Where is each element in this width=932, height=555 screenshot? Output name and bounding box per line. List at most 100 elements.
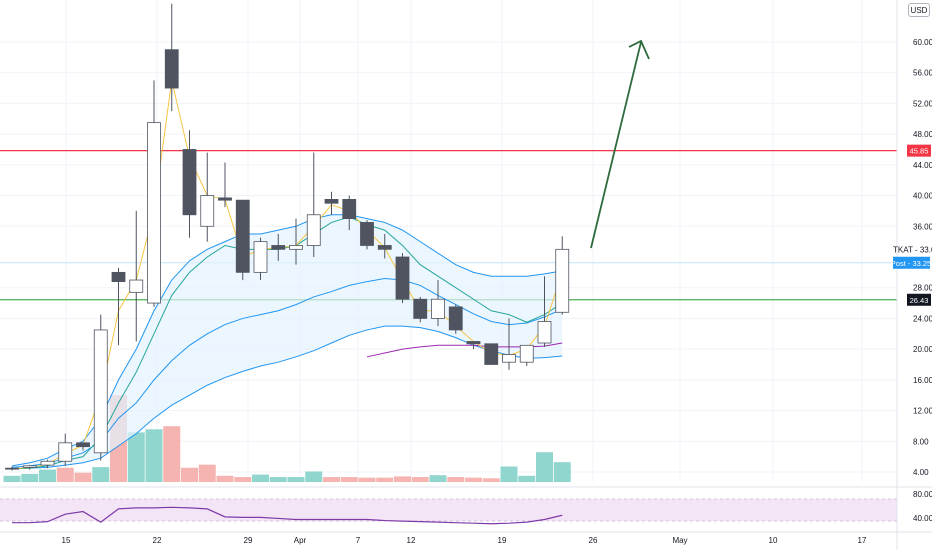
projection-arrow[interactable] bbox=[590, 39, 650, 249]
candle-body bbox=[5, 467, 19, 470]
rsi-pane bbox=[0, 486, 932, 525]
rsi-band bbox=[0, 499, 897, 521]
candle-body bbox=[22, 465, 37, 468]
resistance-badge bbox=[907, 144, 931, 157]
volume-bar bbox=[56, 467, 74, 482]
candle-body bbox=[431, 298, 445, 319]
time-tick-label: 26 bbox=[589, 536, 598, 545]
candle-body bbox=[502, 354, 516, 363]
candle-body bbox=[200, 195, 215, 227]
rsi-tick-label: 40.00 bbox=[913, 514, 932, 523]
arrowhead-icon bbox=[628, 39, 650, 60]
candle-body bbox=[484, 343, 499, 365]
volume-bar bbox=[358, 477, 376, 482]
volume-bar bbox=[3, 475, 21, 482]
volume-bars bbox=[3, 395, 571, 482]
time-tick-label: 10 bbox=[769, 536, 778, 545]
volume-bar bbox=[482, 478, 500, 482]
candle-body bbox=[76, 442, 90, 448]
post-badge bbox=[893, 256, 930, 269]
price-tick-label: 52.00 bbox=[913, 99, 932, 108]
price-tick-label: 16.00 bbox=[913, 376, 932, 385]
volume-bar bbox=[252, 474, 269, 482]
time-tick-label: 7 bbox=[356, 536, 361, 545]
volume-bar bbox=[216, 475, 234, 482]
price-tick-label: 60.00 bbox=[913, 38, 932, 47]
volume-bar bbox=[145, 429, 163, 482]
price-tick-label: 4.00 bbox=[913, 468, 929, 477]
price-tick-label: 24.00 bbox=[913, 314, 932, 323]
volume-bar bbox=[234, 477, 252, 482]
price-axis[interactable]: 60.00 56.00 52.00 48.00 44.00 40.00 36.00 28.00… bbox=[896, 0, 932, 550]
volume-bar bbox=[465, 477, 482, 482]
volume-bar bbox=[447, 477, 465, 482]
volume-bar bbox=[181, 467, 198, 482]
candle-body bbox=[218, 197, 232, 201]
last-level-badge bbox=[907, 293, 931, 306]
candle-body bbox=[342, 199, 357, 220]
time-tick-label: 22 bbox=[153, 536, 162, 545]
candlesticks[interactable] bbox=[5, 3, 570, 471]
volume-bar bbox=[518, 475, 536, 482]
time-tick-label: 19 bbox=[498, 536, 507, 545]
last-level-badge-label: 26.43 bbox=[910, 296, 929, 305]
candle-body bbox=[537, 321, 552, 344]
band-indicator bbox=[12, 214, 563, 469]
volume-bar bbox=[553, 462, 571, 482]
price-tick-label: 56.00 bbox=[913, 69, 932, 78]
candle-body bbox=[93, 329, 108, 454]
time-axis[interactable]: 15 22 29 Apr 7 12 19 26 May 10 17 bbox=[0, 531, 932, 545]
arrow-shaft bbox=[590, 41, 642, 249]
volume-bar bbox=[39, 469, 56, 482]
volume-bar bbox=[92, 467, 110, 482]
candle-body bbox=[129, 279, 144, 293]
price-tick-label: 40.00 bbox=[913, 192, 932, 201]
candle-body bbox=[253, 241, 268, 273]
price-tick-label: 36.00 bbox=[913, 222, 932, 231]
candle-body bbox=[271, 245, 286, 250]
price-badges: 45.85 TKAT - 33.00 Post - 33.25 26.43 bbox=[891, 144, 932, 306]
volume-bar bbox=[163, 426, 181, 482]
band-fill bbox=[12, 214, 563, 469]
volume-bar bbox=[305, 471, 323, 482]
time-tick-label: 29 bbox=[244, 536, 253, 545]
volume-bar bbox=[394, 476, 411, 482]
time-tick-label: May bbox=[672, 536, 687, 545]
candle-body bbox=[235, 199, 250, 273]
candle-body bbox=[519, 344, 534, 363]
volume-bar bbox=[287, 477, 305, 482]
candle-body bbox=[58, 442, 73, 462]
price-tick-label: 12.00 bbox=[913, 407, 932, 416]
time-tick-label: 12 bbox=[407, 536, 416, 545]
candle-body bbox=[377, 245, 392, 250]
time-tick-label: 15 bbox=[62, 536, 71, 545]
price-tick-label: 48.00 bbox=[913, 130, 932, 139]
candle-body bbox=[555, 248, 570, 313]
ticker-price-label: TKAT - 33.00 bbox=[893, 245, 932, 254]
candle-body bbox=[289, 245, 303, 250]
rsi-line bbox=[12, 506, 563, 525]
candle-body bbox=[182, 149, 197, 216]
candle-body bbox=[448, 306, 463, 331]
candle-body bbox=[413, 298, 428, 319]
rsi-tick-label: 80.00 bbox=[913, 490, 932, 499]
currency-button[interactable]: USD bbox=[908, 3, 930, 17]
price-tick-label: 8.00 bbox=[913, 437, 929, 446]
candle-body bbox=[111, 271, 126, 282]
candle-body bbox=[395, 256, 410, 300]
volume-bar bbox=[74, 472, 92, 482]
candle-body bbox=[306, 214, 321, 246]
volume-bar bbox=[269, 477, 287, 482]
volume-bar bbox=[536, 452, 553, 482]
volume-bar bbox=[411, 477, 429, 482]
volume-bar bbox=[376, 477, 394, 482]
time-tick-label: 17 bbox=[858, 536, 867, 545]
post-badge-label: Post - 33.25 bbox=[891, 259, 931, 268]
price-tick-label: 20.00 bbox=[913, 345, 932, 354]
candle-body bbox=[324, 199, 339, 204]
volume-bar bbox=[21, 473, 39, 482]
price-tick-label: 44.00 bbox=[913, 161, 932, 170]
volume-bar bbox=[500, 466, 518, 482]
